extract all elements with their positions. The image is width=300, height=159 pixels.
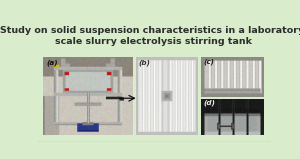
FancyBboxPatch shape [34, 17, 273, 143]
Text: Study on solid suspension characteristics in a laboratory-
scale slurry electrol: Study on solid suspension characteristic… [0, 26, 300, 46]
